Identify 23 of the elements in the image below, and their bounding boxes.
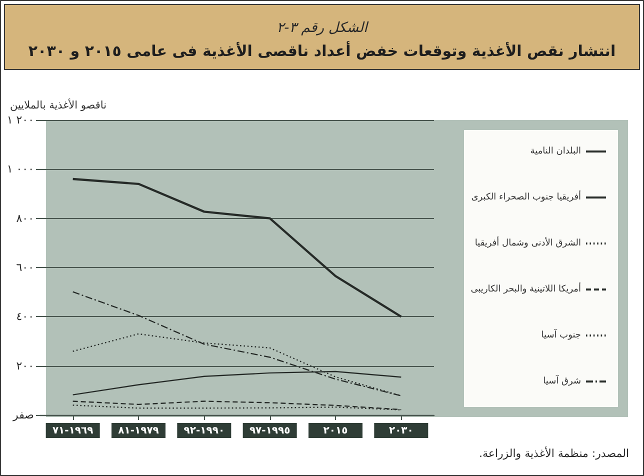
y-axis-title: ناقصو الأغذية بالملايين (10, 98, 107, 112)
x-tick-label: ١٩٦٩-٧١ (52, 426, 94, 436)
y-tick-label: ٨٠٠ (16, 212, 34, 225)
legend-label: أفريقيا جنوب الصحراء الكبرى (471, 190, 581, 202)
y-tick-label: ٤٠٠ (16, 310, 34, 324)
x-tick-label: ٢٠٣٠ (388, 426, 414, 436)
legend-label: شرق آسيا (543, 374, 581, 386)
x-tick-label: ١٩٩٥-٩٧ (249, 426, 290, 436)
x-tick-label: ٢٠١٥ (323, 426, 348, 436)
text: المصدر: منظمة الأغذية والزراعة. (478, 447, 629, 461)
x-tick-label: ١٩٩٠-٩٢ (184, 426, 225, 436)
x-tick-label: ١٩٧٩-٨١ (118, 426, 159, 436)
legend-label: أمريكا اللاتينية والبحر الكاريبى (470, 282, 581, 294)
y-tick-label: صفر (12, 408, 34, 422)
chart-subtitle: الشكل رقم ٣-٢ (276, 19, 370, 37)
y-tick-label: ٦٠٠ (16, 261, 34, 274)
legend-label: جنوب آسيا (541, 328, 581, 340)
chart-title: انتشار نقص الأغذية وتوقعات خفض أعداد ناقصى الأغذية فى عامى ٢٠١٥ و ٢٠٣٠ (27, 40, 617, 62)
legend-label: الشرق الأدنى وشمال أفريقيا (474, 236, 581, 248)
y-tick-label: ١ ٢٠٠ (6, 114, 34, 126)
legend-label: البلدان النامية (530, 146, 581, 156)
y-tick-label: ١ ٠٠٠ (6, 162, 34, 176)
y-tick-label: ٢٠٠ (16, 359, 34, 372)
